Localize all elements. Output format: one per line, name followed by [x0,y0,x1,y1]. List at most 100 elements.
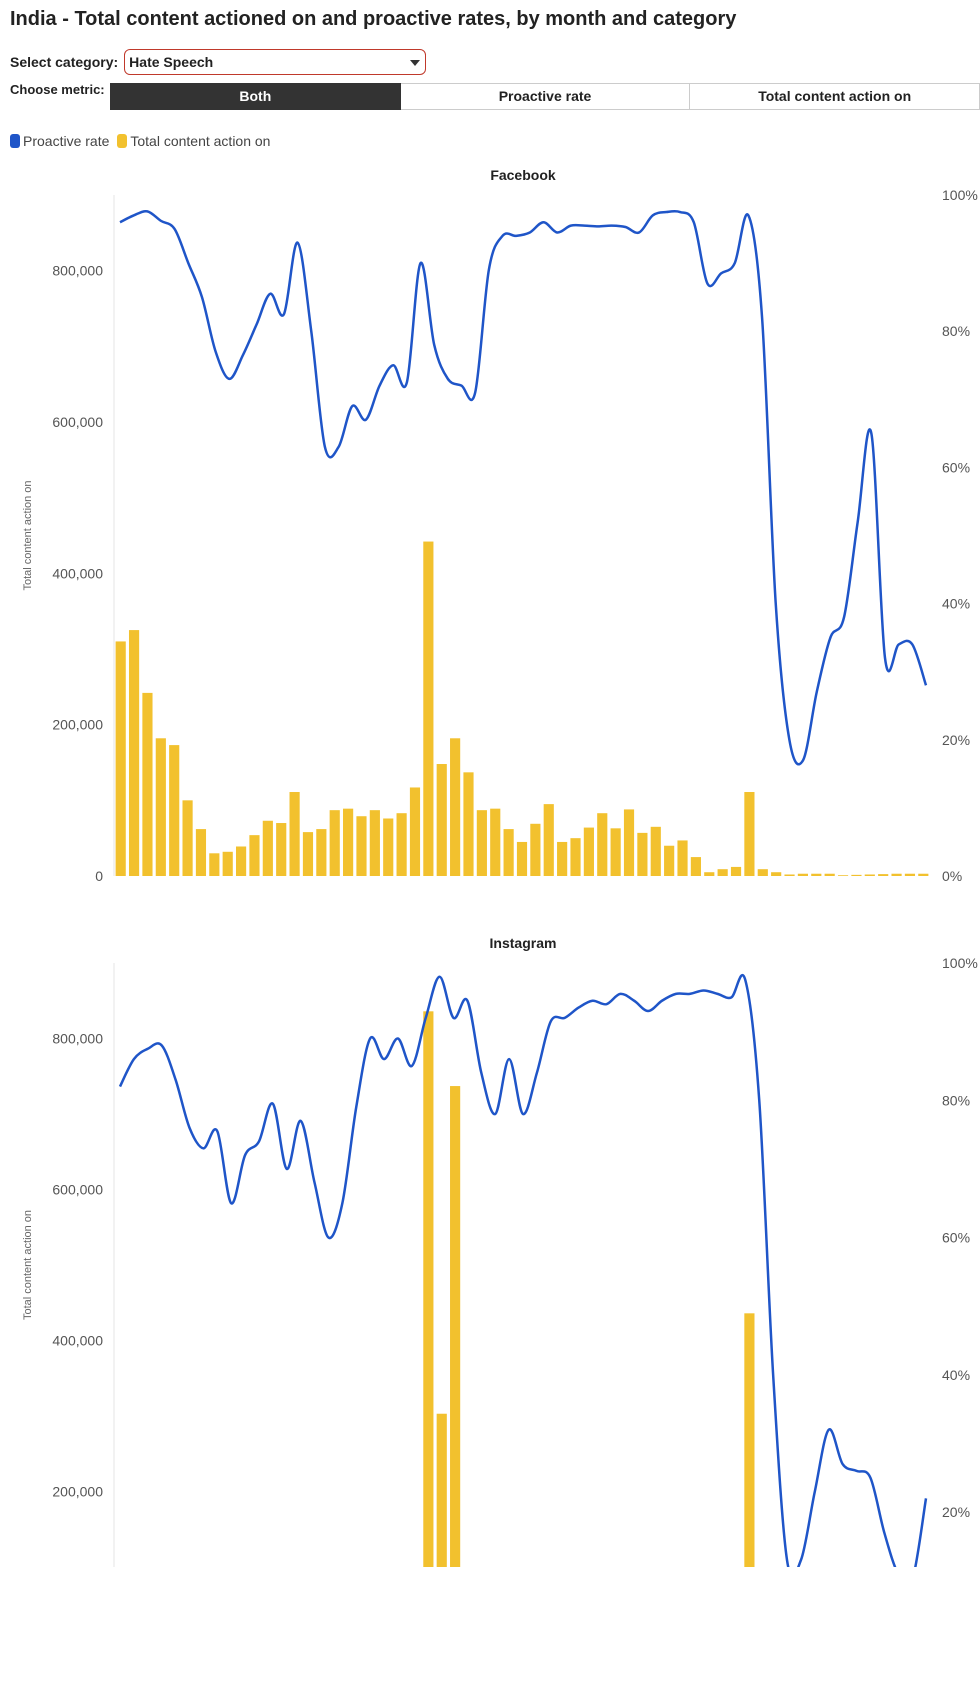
chevron-down-icon [410,60,421,66]
bar [169,745,180,876]
y-tick-label: 800,000 [52,1031,103,1047]
bar [476,810,487,876]
bar [409,787,421,876]
bar [155,738,166,876]
bar [490,808,501,876]
y-tick-label: 200,000 [52,717,103,733]
bar [302,832,314,876]
y-tick-label: 800,000 [52,263,103,279]
bar [343,808,354,876]
y2-tick-label: 40% [942,596,970,612]
bar [209,853,220,876]
chart-title: Instagram [490,935,557,951]
bar [784,874,795,876]
bar [222,851,233,876]
y2-tick-label: 20% [942,732,970,748]
legend-swatch-total-content [117,134,128,148]
y2-tick-label: 40% [942,1367,970,1383]
metric-toggle: Both Proactive rate Total content action… [110,83,980,110]
bar [463,772,474,876]
bar [235,846,247,876]
metric-button-proactive-rate[interactable]: Proactive rate [400,83,691,110]
bar [891,873,902,876]
category-select-value: Hate Speech [129,54,214,70]
chart-instagram: Instagram 200,000 400,000 600,000 800,000 20%… [22,935,978,1567]
legend: Proactive rate Total content action on [10,133,278,149]
metric-label: Choose metric: [10,82,105,97]
bar [182,800,193,876]
series-line-proactive-rate [119,209,928,766]
y-tick-label: 0 [95,868,103,884]
bar [516,841,528,876]
bar [623,809,635,876]
bar [128,630,140,876]
bar [610,828,621,876]
bar [383,818,394,876]
bar [543,804,554,876]
legend-label: Total content action on [130,133,271,149]
legend-label: Proactive rate [23,133,110,149]
bar [115,641,126,876]
bar [811,873,822,876]
chart-facebook: Facebook 0 200,000 400,000 600,000 800,000 0% 2… [22,167,978,884]
bar [690,857,701,876]
y2-tick-label: 100% [942,955,978,971]
page-title: India - Total content actioned on and pr… [10,8,737,30]
y-axis-title: Total content action on [22,1210,34,1320]
y-tick-label: 600,000 [52,414,103,430]
bar [677,840,688,876]
bar [503,829,514,876]
bar [704,872,715,876]
category-row: Select category: Hate Speech [10,49,427,75]
bar [744,1313,755,1567]
bar [316,829,327,876]
bar [369,810,380,876]
bar [436,1413,447,1567]
chart-title: Facebook [490,167,556,183]
y-tick-label: 400,000 [52,565,103,581]
y2-tick-label: 60% [942,1230,970,1246]
bar [423,1011,434,1567]
bar [597,813,608,876]
bar [878,874,889,876]
plot-area [115,209,929,876]
bar [650,826,661,876]
bar [423,541,434,876]
legend-item-total-content[interactable]: Total content action on [117,133,270,149]
bar [637,832,648,876]
bar [730,866,742,876]
series-line-proactive-rate [118,974,928,1567]
bar [329,810,340,876]
bar [757,869,768,876]
legend-item-proactive-rate[interactable]: Proactive rate [10,133,109,149]
bar [289,792,300,876]
bar [717,869,728,876]
plot-area [118,974,928,1567]
bar [195,829,207,876]
metric-button-total-content[interactable]: Total content action on [690,83,980,110]
y2-tick-label: 100% [942,187,978,203]
bar [356,816,367,876]
bar [436,764,447,876]
y2-tick-label: 20% [942,1504,970,1520]
bar [918,873,929,876]
bar [557,841,568,876]
bar [276,823,287,876]
bar [530,823,541,876]
bar [824,873,835,876]
y2-tick-label: 0% [942,868,962,884]
category-select[interactable]: Hate Speech [124,49,427,75]
y2-tick-label: 80% [942,1092,970,1108]
y2-tick-label: 60% [942,459,970,475]
bar [797,873,809,876]
bar [262,820,273,876]
metric-button-both[interactable]: Both [110,83,401,110]
bar [837,875,849,876]
legend-swatch-proactive-rate [10,134,20,148]
y-tick-label: 400,000 [52,1333,103,1349]
bar [904,873,916,876]
bar [583,827,594,876]
bar [664,845,675,876]
bar [396,813,407,876]
